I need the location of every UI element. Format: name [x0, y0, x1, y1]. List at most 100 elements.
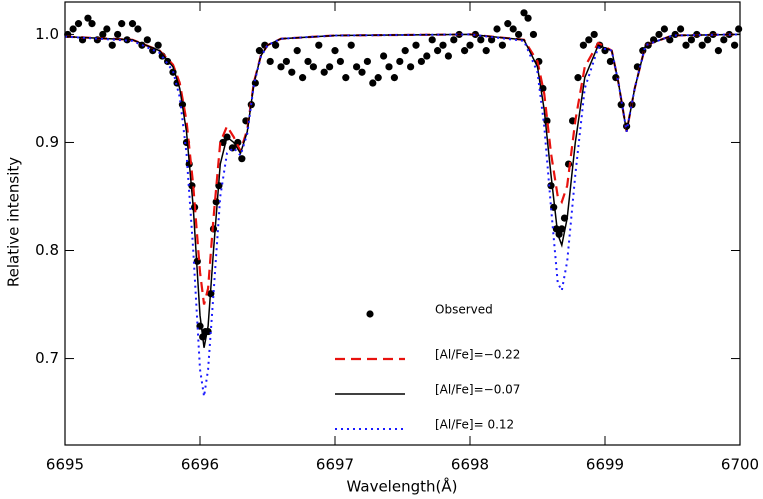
data-point — [108, 41, 116, 49]
data-point — [143, 36, 151, 44]
x-axis-title: Wavelength(Å) — [347, 477, 458, 496]
x-tick-label: 6700 — [721, 456, 759, 474]
data-point — [234, 138, 242, 147]
data-point — [385, 63, 393, 71]
data-point — [288, 68, 296, 76]
data-point — [369, 79, 377, 87]
data-point — [374, 74, 382, 82]
data-point — [238, 155, 246, 163]
y-axis-title: Relative intensity — [5, 157, 23, 287]
data-point — [69, 25, 77, 33]
x-tick-label: 6698 — [451, 456, 489, 474]
data-point — [735, 25, 743, 33]
y-tick-label: 1.0 — [35, 25, 59, 43]
x-tick-label: 6699 — [586, 456, 624, 474]
legend-label: [Al/Fe]=−0.07 — [435, 383, 520, 397]
legend-label: [Al/Fe]= 0.12 — [435, 418, 514, 432]
data-point — [574, 74, 582, 82]
data-point — [720, 36, 728, 44]
data-point — [515, 30, 523, 39]
legend-label: [Al/Fe]=−0.22 — [435, 348, 520, 362]
data-point — [585, 36, 593, 44]
data-point — [417, 57, 425, 66]
data-point — [266, 57, 274, 66]
data-point — [88, 20, 96, 28]
data-point — [687, 36, 696, 44]
data-point — [731, 41, 739, 49]
data-point — [277, 63, 285, 71]
data-point — [493, 25, 501, 33]
data-point — [412, 41, 420, 49]
plot-frame — [64, 1, 741, 446]
model-line — [64, 33, 741, 397]
data-point — [336, 57, 344, 66]
data-point — [434, 47, 442, 55]
data-point — [529, 30, 538, 39]
data-point — [655, 30, 663, 39]
data-point — [331, 47, 339, 55]
data-point — [347, 41, 355, 49]
data-point — [342, 74, 350, 82]
data-point — [677, 25, 685, 33]
x-tick-label: 6696 — [181, 456, 219, 474]
data-point — [407, 63, 415, 71]
data-point — [579, 41, 588, 49]
data-point — [363, 57, 371, 66]
data-point — [74, 20, 83, 28]
data-point — [99, 30, 107, 39]
data-point — [358, 68, 366, 76]
y-tick-label: 0.7 — [35, 349, 59, 367]
legend-marker — [366, 310, 374, 318]
data-point — [353, 63, 361, 71]
data-point — [428, 36, 436, 44]
data-point — [482, 47, 490, 55]
data-point — [488, 36, 496, 44]
y-tick-label: 0.9 — [35, 133, 59, 151]
data-point — [84, 14, 92, 22]
data-point — [118, 20, 126, 28]
data-point — [154, 41, 162, 49]
x-tick-label: 6695 — [46, 456, 84, 474]
data-point — [444, 52, 452, 60]
data-point — [509, 25, 517, 33]
data-point — [524, 14, 532, 22]
y-tick-label: 0.8 — [35, 241, 59, 259]
data-point — [498, 41, 506, 49]
data-point — [272, 41, 280, 49]
data-point — [660, 25, 669, 33]
data-point — [103, 25, 111, 33]
data-point — [423, 52, 431, 60]
data-point — [450, 36, 458, 44]
data-point — [128, 20, 137, 28]
data-point — [255, 47, 263, 55]
data-point — [477, 36, 485, 44]
data-point — [461, 47, 469, 55]
model-line — [64, 33, 741, 348]
data-point — [698, 41, 706, 49]
data-point — [590, 30, 598, 39]
data-point — [134, 25, 142, 33]
data-point — [396, 57, 404, 66]
data-point — [326, 63, 334, 71]
data-point — [380, 52, 388, 60]
data-point — [315, 41, 323, 49]
data-point — [304, 57, 312, 66]
data-point — [466, 41, 474, 49]
data-point — [293, 47, 301, 55]
data-point — [504, 20, 512, 28]
legend-label: Observed — [435, 303, 493, 317]
data-point — [390, 74, 398, 82]
data-point — [439, 41, 447, 49]
data-point — [682, 41, 690, 49]
data-point — [704, 36, 712, 44]
data-point — [320, 68, 328, 76]
data-point — [282, 57, 290, 66]
data-point — [309, 63, 317, 71]
x-tick-label: 6697 — [316, 456, 354, 474]
data-point — [401, 47, 409, 55]
data-point — [299, 74, 307, 82]
data-point — [606, 57, 615, 66]
data-point — [114, 30, 122, 39]
